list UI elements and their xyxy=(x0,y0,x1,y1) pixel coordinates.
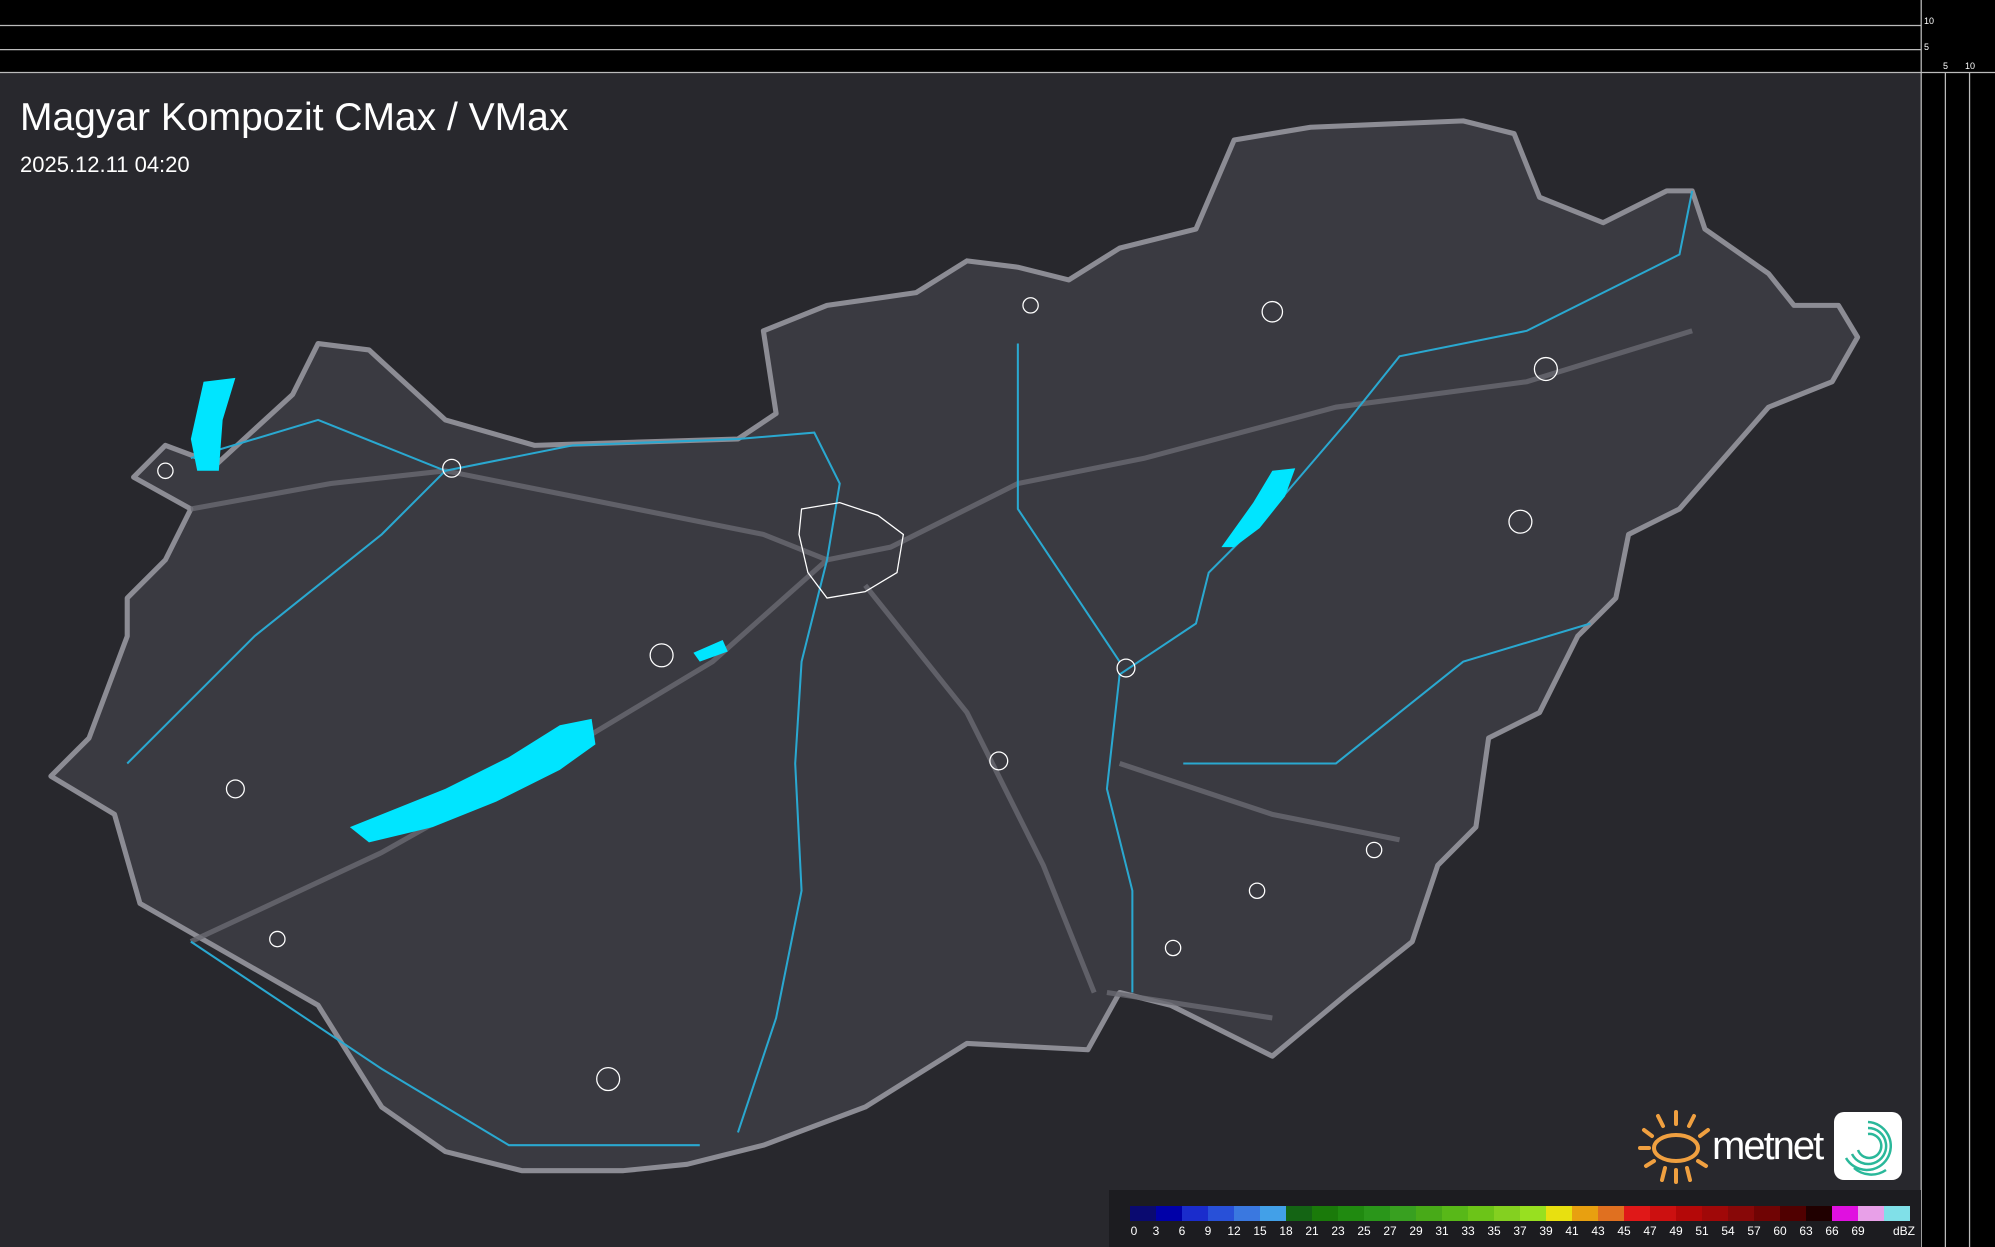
right-strip xyxy=(1921,0,1995,1247)
map-timestamp: 2025.12.11 04:20 xyxy=(20,152,190,177)
legend-swatch xyxy=(1624,1206,1650,1221)
legend-label: 31 xyxy=(1435,1224,1449,1238)
legend-label: 33 xyxy=(1461,1224,1475,1238)
raba-river xyxy=(126,470,447,765)
legend-label: 23 xyxy=(1331,1224,1345,1238)
legend-swatch xyxy=(1468,1206,1494,1221)
legend-label: 39 xyxy=(1539,1224,1553,1238)
axis-tick-h10: 10 xyxy=(1965,61,1976,71)
legend-swatch xyxy=(1572,1206,1598,1221)
legend-label: 51 xyxy=(1695,1224,1709,1238)
legend-label: 6 xyxy=(1178,1224,1186,1238)
legend-label: 49 xyxy=(1669,1224,1683,1238)
legend-swatches xyxy=(1130,1206,1910,1221)
axis-tick-v5: 5 xyxy=(1924,42,1930,52)
map-title: Magyar Kompozit CMax / VMax xyxy=(20,96,569,139)
legend-label: 18 xyxy=(1279,1224,1293,1238)
legend-label: 3 xyxy=(1152,1224,1160,1238)
legend-swatch xyxy=(1702,1206,1728,1221)
legend-label: 66 xyxy=(1825,1224,1839,1238)
legend-swatch xyxy=(1364,1206,1390,1221)
legend-label: 21 xyxy=(1305,1224,1319,1238)
legend-swatch xyxy=(1520,1206,1546,1221)
city-outlines xyxy=(157,297,1558,1092)
lakes xyxy=(190,377,1296,843)
legend-label: 35 xyxy=(1487,1224,1501,1238)
legend-swatch xyxy=(1884,1206,1910,1221)
legend-swatch xyxy=(1546,1206,1572,1221)
legend-swatch xyxy=(1390,1206,1416,1221)
legend-swatch xyxy=(1780,1206,1806,1221)
legend-swatch xyxy=(1754,1206,1780,1221)
app-swirl-icon xyxy=(1834,1112,1903,1180)
city-budapest xyxy=(798,501,905,599)
legend-swatch xyxy=(1234,1206,1260,1221)
metnet-logo: metnet xyxy=(1636,1106,1903,1186)
legend-label: 54 xyxy=(1721,1224,1735,1238)
legend-swatch xyxy=(1156,1206,1182,1221)
legend-swatch xyxy=(1858,1206,1884,1221)
legend-swatch xyxy=(1494,1206,1520,1221)
legend-swatch xyxy=(1650,1206,1676,1221)
lake-balaton xyxy=(349,718,596,843)
legend-swatch xyxy=(1806,1206,1832,1221)
legend-label: 15 xyxy=(1253,1224,1267,1238)
legend-label: 9 xyxy=(1204,1224,1212,1238)
legend-label: 63 xyxy=(1799,1224,1813,1238)
lake-neusiedl xyxy=(190,377,236,471)
legend-label: 57 xyxy=(1747,1224,1761,1238)
legend-swatch xyxy=(1832,1206,1858,1221)
legend-swatch xyxy=(1728,1206,1754,1221)
legend-label: 45 xyxy=(1617,1224,1631,1238)
lake-tisza xyxy=(1221,468,1296,548)
legend-label: 69 xyxy=(1851,1224,1865,1238)
koros-river xyxy=(1183,622,1591,765)
legend-swatch xyxy=(1312,1206,1338,1221)
zagyva-river xyxy=(1016,343,1121,663)
logo-text: metnet xyxy=(1712,1123,1824,1168)
legend-label: 29 xyxy=(1409,1224,1423,1238)
legend-label: 0 xyxy=(1130,1224,1138,1238)
legend-swatch xyxy=(1130,1206,1156,1221)
legend-swatch xyxy=(1260,1206,1286,1221)
axis-tick-h5: 5 xyxy=(1943,61,1949,71)
top-strip xyxy=(0,0,1995,73)
legend-label: 37 xyxy=(1513,1224,1527,1238)
legend-label: 12 xyxy=(1227,1224,1241,1238)
sun-icon xyxy=(1638,1110,1710,1184)
legend-swatch xyxy=(1676,1206,1702,1221)
legend-label: 27 xyxy=(1383,1224,1397,1238)
drava-river xyxy=(190,940,700,1147)
legend-swatch xyxy=(1286,1206,1312,1221)
legend-labels: 0 3 6 9 12 15 18 21 23 25 27 29 31 33 35 37 39 41 43 45 47 49… xyxy=(1130,1224,1930,1240)
legend-label: 60 xyxy=(1773,1224,1787,1238)
legend-swatch xyxy=(1208,1206,1234,1221)
dbz-legend: 0 3 6 9 12 15 18 21 23 25 27 29 31 33 35 37 39 41 43 45 47 49… xyxy=(1109,1190,1921,1247)
legend-unit: dBZ xyxy=(1892,1224,1916,1238)
legend-swatch xyxy=(1598,1206,1624,1221)
hungary-country-area xyxy=(48,118,1861,1174)
legend-swatch xyxy=(1338,1206,1364,1221)
legend-label: 41 xyxy=(1565,1224,1579,1238)
legend-label: 43 xyxy=(1591,1224,1605,1238)
lake-velence xyxy=(693,640,728,662)
legend-swatch xyxy=(1416,1206,1442,1221)
legend-label: 25 xyxy=(1357,1224,1371,1238)
legend-swatch xyxy=(1182,1206,1208,1221)
axis-tick-v10: 10 xyxy=(1924,16,1935,26)
legend-swatch xyxy=(1442,1206,1468,1221)
legend-label: 47 xyxy=(1643,1224,1657,1238)
